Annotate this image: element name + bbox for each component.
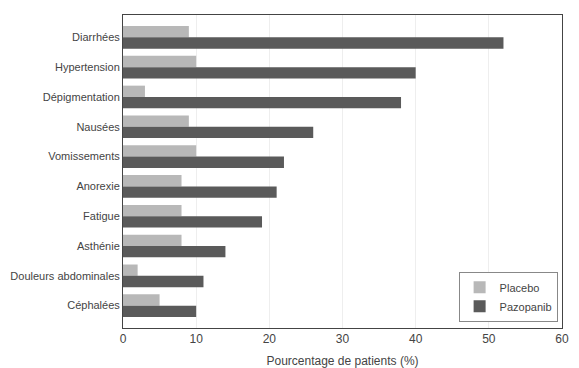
svg-text:Asthénie: Asthénie xyxy=(77,240,120,252)
svg-text:Anorexie: Anorexie xyxy=(76,180,119,192)
svg-text:Douleurs abdominales: Douleurs abdominales xyxy=(10,270,120,282)
svg-text:Placebo: Placebo xyxy=(500,282,540,294)
svg-text:0: 0 xyxy=(120,332,127,346)
svg-text:30: 30 xyxy=(336,332,350,346)
svg-text:Nausées: Nausées xyxy=(76,121,120,133)
svg-text:10: 10 xyxy=(189,332,203,346)
svg-text:Pazopanib: Pazopanib xyxy=(500,301,552,313)
svg-text:Hypertension: Hypertension xyxy=(55,61,120,73)
svg-text:Pourcentage de patients (%): Pourcentage de patients (%) xyxy=(266,354,418,368)
svg-text:60: 60 xyxy=(555,332,569,346)
svg-text:Vomissements: Vomissements xyxy=(48,150,120,162)
svg-text:20: 20 xyxy=(263,332,277,346)
svg-text:Dépigmentation: Dépigmentation xyxy=(43,91,120,103)
svg-text:Céphalées: Céphalées xyxy=(67,299,120,311)
svg-text:40: 40 xyxy=(409,332,423,346)
svg-text:Diarrhées: Diarrhées xyxy=(72,31,120,43)
svg-text:Fatigue: Fatigue xyxy=(83,210,120,222)
svg-text:50: 50 xyxy=(482,332,496,346)
